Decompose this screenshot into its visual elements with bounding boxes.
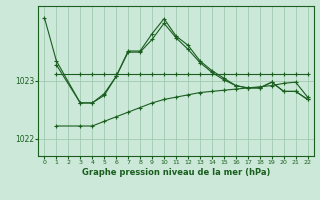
X-axis label: Graphe pression niveau de la mer (hPa): Graphe pression niveau de la mer (hPa) (82, 168, 270, 177)
